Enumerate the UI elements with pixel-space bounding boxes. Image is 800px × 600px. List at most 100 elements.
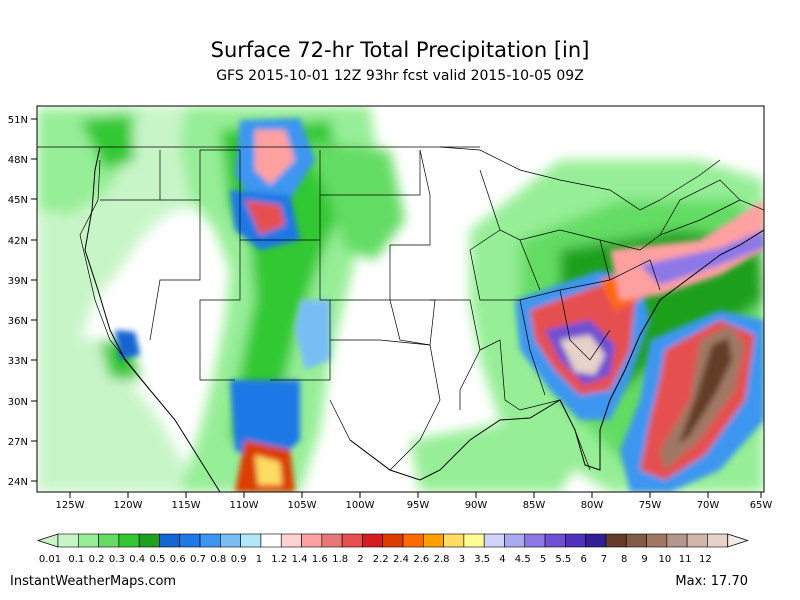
colorbar-right-arrow: [727, 533, 750, 548]
longitude-label: 80W: [581, 500, 604, 511]
colorbar-label: 0.4: [129, 554, 145, 565]
colorbar-swatch: [402, 533, 424, 548]
longitude-label: 70W: [697, 500, 720, 511]
colorbar-swatch: [565, 533, 586, 548]
colorbar-label: 1.8: [332, 554, 348, 565]
colorbar-swatch: [260, 533, 282, 548]
colorbar-label: 1.6: [312, 554, 328, 565]
colorbar-swatch: [98, 533, 120, 548]
colorbar-swatch: [321, 533, 343, 548]
colorbar-label: 0.3: [109, 554, 125, 565]
colorbar-label: 11: [679, 554, 692, 565]
colorbar-label: 3.5: [474, 554, 490, 565]
colorbar-label: 7: [601, 554, 607, 565]
latitude-label: 30N: [8, 397, 28, 408]
coastline: [84, 146, 764, 492]
latitude-label: 39N: [8, 276, 28, 287]
colorbar-swatch: [625, 533, 647, 548]
colorbar-swatch: [341, 533, 363, 548]
colorbar-swatch: [524, 533, 546, 548]
colorbar-swatch: [118, 533, 140, 548]
colorbar-label: 1.4: [292, 554, 308, 565]
colorbar-swatch: [504, 533, 526, 548]
latitude-label: 42N: [8, 236, 28, 247]
colorbar-swatch: [179, 533, 201, 548]
max-value: Max: 17.70: [675, 574, 748, 589]
longitude-label: 75W: [639, 500, 662, 511]
colorbar-swatch: [646, 533, 668, 548]
map-title: Surface 72-hr Total Precipitation [in]: [210, 38, 590, 62]
colorbar-swatch: [138, 533, 160, 548]
colorbar-swatch: [544, 533, 566, 548]
colorbar-swatch: [463, 533, 485, 548]
colorbar-swatch: [605, 533, 627, 548]
longitude-label: 65W: [750, 500, 773, 511]
colorbar-label: 0.01: [39, 554, 61, 565]
map-frame: [36, 105, 765, 493]
colorbar-swatch: [159, 533, 181, 548]
colorbar-label: 5: [540, 554, 546, 565]
longitude-label: 120W: [114, 500, 143, 511]
latitude-label: 33N: [8, 356, 28, 367]
colorbar-label: 2.8: [434, 554, 450, 565]
colorbar-swatch: [199, 533, 221, 548]
colorbar-left-arrow: [36, 533, 59, 548]
latitude-axis: 51N 48N 45N 42N 39N 36N 33N 30N 27N 24N: [8, 115, 37, 488]
colorbar-label: 0.1: [68, 554, 84, 565]
longitude-label: 85W: [523, 500, 546, 511]
colorbar-label: 6: [580, 554, 586, 565]
colorbar-label: 0.7: [190, 554, 206, 565]
colorbar-label: 0.8: [210, 554, 226, 565]
colorbar-swatch: [443, 533, 465, 548]
colorbar-label: 2.2: [373, 554, 389, 565]
longitude-label: 105W: [288, 500, 317, 511]
latitude-label: 24N: [8, 477, 28, 488]
latitude-label: 51N: [8, 115, 28, 126]
colorbar-swatch: [483, 533, 505, 548]
longitude-label: 95W: [407, 500, 430, 511]
precipitation-field: [37, 106, 764, 492]
colorbar-label: 0.6: [170, 554, 186, 565]
longitude-label: 100W: [346, 500, 375, 511]
colorbar-swatch: [77, 533, 99, 548]
site-credit: InstantWeatherMaps.com: [10, 574, 177, 589]
colorbar-swatch: [301, 533, 323, 548]
colorbar-label: 9: [641, 554, 647, 565]
colorbar-swatch: [707, 533, 729, 548]
colorbar-swatch: [362, 533, 384, 548]
colorbar-label: 2.4: [393, 554, 409, 565]
colorbar-swatch: [666, 533, 688, 548]
map-subtitle: GFS 2015-10-01 12Z 93hr fcst valid 2015-…: [216, 68, 584, 84]
colorbar-swatch: [57, 533, 79, 548]
colorbar-label: 0.2: [89, 554, 105, 565]
longitude-label: 125W: [56, 500, 85, 511]
colorbar-label: 1.2: [271, 554, 287, 565]
latitude-label: 36N: [8, 316, 28, 327]
colorbar-swatch: [585, 533, 607, 548]
latitude-label: 45N: [8, 195, 28, 206]
colorbar-swatch: [280, 533, 302, 548]
colorbar-swatch: [422, 533, 444, 548]
colorbar-label: 2.6: [413, 554, 429, 565]
longitude-axis: 125W 120W 115W 110W 105W 100W 95W 90W 85W 80W 75W 7…: [56, 492, 773, 511]
colorbar-swatch: [382, 533, 404, 548]
colorbar-label: 0.9: [231, 554, 247, 565]
colorbar-label: 4.5: [515, 554, 531, 565]
longitude-label: 115W: [172, 500, 201, 511]
colorbar-swatch: [220, 533, 241, 548]
colorbar-label: 0.5: [150, 554, 166, 565]
latitude-label: 27N: [8, 437, 28, 448]
colorbar-label: 1: [256, 554, 262, 565]
colorbar-label: 12: [699, 554, 712, 565]
longitude-label: 90W: [465, 500, 488, 511]
colorbar-label: 2: [357, 554, 363, 565]
colorbar-label: 10: [658, 554, 671, 565]
colorbar-swatch: [240, 533, 262, 548]
colorbar-label: 8: [621, 554, 627, 565]
longitude-label: 110W: [230, 500, 259, 511]
colorbar-label: 5.5: [555, 554, 571, 565]
latitude-label: 48N: [8, 155, 28, 166]
colorbar-swatch: [686, 533, 708, 548]
